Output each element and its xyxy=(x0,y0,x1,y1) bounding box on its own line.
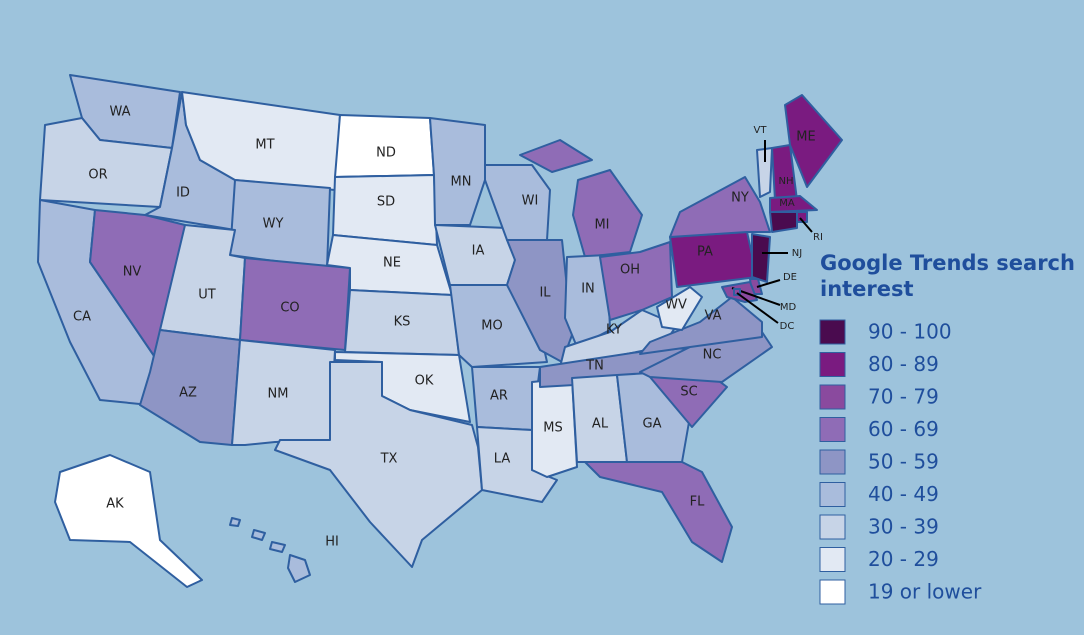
legend-swatch xyxy=(819,579,846,605)
leader-line xyxy=(756,279,781,288)
legend-label: 50 - 59 xyxy=(868,450,939,474)
legend-label: 19 or lower xyxy=(868,580,982,604)
state-label: VA xyxy=(705,309,722,324)
state-label: RI xyxy=(813,232,823,243)
state-shape xyxy=(429,117,486,226)
state-label: WA xyxy=(109,105,130,120)
state-label: ND xyxy=(376,146,396,161)
state-label: CO xyxy=(280,301,299,316)
state-shape xyxy=(669,176,771,238)
state-label: TN xyxy=(585,359,604,374)
state-label: DE xyxy=(783,272,797,283)
state-label: NV xyxy=(123,265,142,280)
state-label: IA xyxy=(472,244,485,259)
legend-swatch xyxy=(819,449,846,475)
state-shape xyxy=(506,239,573,363)
state-label: ID xyxy=(176,186,190,201)
state-label: VT xyxy=(754,125,768,136)
state-shape xyxy=(54,454,203,588)
state-label: OK xyxy=(415,374,434,389)
state-label: MN xyxy=(451,175,472,190)
state-shape xyxy=(656,286,703,331)
leader-line xyxy=(799,217,813,233)
state-label: MD xyxy=(780,302,797,313)
legend-swatch xyxy=(819,547,846,572)
legend-label: 80 - 89 xyxy=(868,352,939,376)
state-label: MI xyxy=(594,218,609,233)
state-label: IL xyxy=(539,286,551,301)
state-shape xyxy=(231,339,336,446)
state-label: NM xyxy=(268,387,289,402)
state-label: DC xyxy=(780,321,795,332)
state-label: GA xyxy=(643,417,662,432)
state-label: TX xyxy=(380,452,398,467)
state-shape xyxy=(784,94,843,188)
state-shape xyxy=(229,517,241,527)
state-label: AR xyxy=(490,389,508,404)
state-label: WV xyxy=(665,298,687,313)
state-shape xyxy=(756,147,773,198)
state-label: AK xyxy=(106,497,124,512)
state-label: OR xyxy=(88,168,107,183)
state-label: KS xyxy=(394,315,411,330)
state-shape xyxy=(669,231,758,288)
state-label: ME xyxy=(796,130,815,145)
legend-title: Google Trends search interest xyxy=(820,251,1075,301)
state-shape xyxy=(287,554,311,583)
state-label: AZ xyxy=(179,386,197,401)
state-shape xyxy=(269,541,286,553)
state-label: MO xyxy=(481,319,502,334)
legend-swatch xyxy=(819,514,846,540)
leader-line xyxy=(736,292,779,324)
state-label: OH xyxy=(620,263,640,278)
legend-label: 90 - 100 xyxy=(868,320,952,344)
state-label: MS xyxy=(543,421,562,436)
legend-swatch xyxy=(819,319,846,345)
legend-label: 60 - 69 xyxy=(868,417,939,441)
legend-label: 70 - 79 xyxy=(868,385,939,409)
state-shape xyxy=(639,296,763,355)
legend-swatch xyxy=(819,352,846,377)
state-label: CA xyxy=(73,310,91,325)
state-label: SC xyxy=(680,385,697,400)
state-shape xyxy=(769,211,798,233)
state-shape xyxy=(251,529,266,541)
state-shape xyxy=(769,195,818,213)
state-label: NE xyxy=(383,256,401,271)
state-label: NY xyxy=(731,191,749,206)
state-label: WI xyxy=(522,194,539,209)
state-label: NH xyxy=(779,176,794,187)
state-label: UT xyxy=(198,288,216,303)
state-label: SD xyxy=(377,195,395,210)
legend-label: 30 - 39 xyxy=(868,515,939,539)
state-label: HI xyxy=(325,535,339,550)
state-label: KY xyxy=(606,323,622,338)
legend-label: 20 - 29 xyxy=(868,547,939,571)
state-label: NC xyxy=(703,348,722,363)
legend-swatch xyxy=(819,482,846,507)
state-shape xyxy=(332,174,438,246)
state-label: LA xyxy=(494,452,511,467)
legend-swatch xyxy=(819,384,846,410)
state-shape xyxy=(519,139,593,173)
state-shape xyxy=(584,461,733,563)
state-shape xyxy=(599,241,673,321)
state-shape xyxy=(274,361,483,568)
state-label: PA xyxy=(697,245,713,260)
legend-label: 40 - 49 xyxy=(868,482,939,506)
state-shape xyxy=(572,169,643,258)
state-label: MT xyxy=(255,138,274,153)
state-label: IN xyxy=(581,282,595,297)
state-shape xyxy=(751,233,771,283)
state-label: FL xyxy=(690,495,705,510)
state-label: WY xyxy=(263,217,284,232)
legend-swatch xyxy=(819,417,846,442)
state-label: NJ xyxy=(792,248,802,259)
state-label: AL xyxy=(592,417,609,432)
state-label: MA xyxy=(779,198,795,209)
